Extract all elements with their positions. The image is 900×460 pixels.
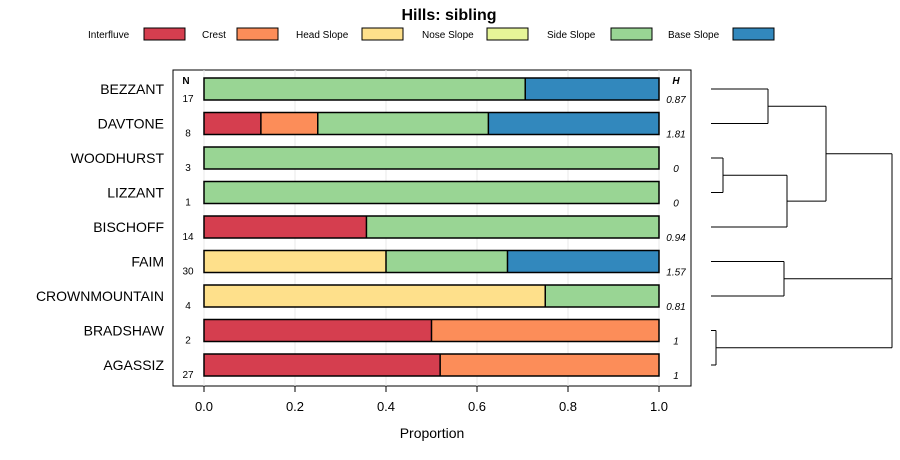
bar-outline-crownmountain [203,284,660,308]
bar-outline-davtone [203,111,660,136]
h-column-header: H [672,76,680,87]
x-tick-label-5: 1.0 [650,399,668,414]
h-value-bezzant: 0.87 [666,95,686,106]
h-value-bradshaw: 1 [673,337,679,348]
bar-faim-base-slope [507,250,659,273]
category-label-woodhurst: WOODHURST [71,150,165,166]
n-value-bischoff: 14 [182,232,194,243]
x-tick-label-4: 0.8 [559,399,577,414]
bar-crownmountain-head-slope [204,285,546,307]
bar-bradshaw-interfluve [204,319,432,342]
h-value-woodhurst: 0 [673,164,679,175]
x-tick-label-3: 0.6 [468,399,486,414]
bar-outline-faim [203,249,660,274]
h-value-crownmountain: 0.81 [666,302,685,313]
bar-outline-woodhurst [203,146,660,170]
n-value-woodhurst: 3 [185,163,191,174]
n-value-davtone: 8 [185,129,191,140]
h-value-lizzant: 0 [673,199,679,210]
legend-swatch-side-slope [610,27,653,41]
legend-label-head-slope: Head Slope [296,30,349,41]
bar-davtone-side-slope [317,112,489,135]
bar-bradshaw-crest [431,319,659,342]
h-value-agassiz: 1 [673,371,679,382]
plot-frame [172,69,692,387]
bar-lizzant-side-slope [204,181,659,204]
n-value-faim: 30 [182,267,194,278]
bar-agassiz-interfluve [204,354,441,376]
n-value-crownmountain: 4 [185,301,191,312]
category-label-agassiz: AGASSIZ [103,357,164,373]
bar-faim-head-slope [204,250,386,273]
dendrogram [711,88,893,366]
bar-woodhurst-side-slope [204,147,659,169]
x-axis-label: Proportion [400,425,465,441]
category-label-bezzant: BEZZANT [100,81,164,97]
n-value-bradshaw: 2 [185,336,191,347]
bar-outline-bradshaw [203,318,660,343]
h-value-faim: 1.57 [666,268,686,279]
category-label-bradshaw: BRADSHAW [84,323,165,339]
legend-label-side-slope: Side Slope [547,30,596,41]
bar-bezzant-base-slope [525,78,659,100]
chart-title: Hills: sibling [401,7,496,24]
legend: Interfluve Crest Head Slope Nose Slope Side … [88,27,775,41]
h-value-bischoff: 0.94 [666,233,686,244]
legend-swatch-head-slope [361,27,404,41]
bar-outline-bischoff [203,215,660,239]
category-label-bischoff: BISCHOFF [93,219,164,235]
h-value-davtone: 1.81 [666,130,685,141]
legend-label-nose-slope: Nose Slope [422,30,474,41]
bars-layer [203,77,660,377]
legend-swatch-base-slope [732,27,775,41]
bar-davtone-interfluve [204,112,261,135]
legend-label-interfluve: Interfluve [88,30,130,41]
x-axis: 0.0 0.2 0.4 0.6 0.8 1.0 [195,386,668,414]
bar-outline-bezzant [203,77,660,101]
bar-bischoff-interfluve [204,216,367,238]
legend-swatch-crest [236,27,279,41]
category-label-lizzant: LIZZANT [107,185,164,201]
n-value-agassiz: 27 [182,370,194,381]
legend-swatch-nose-slope [486,27,529,41]
bar-agassiz-crest [440,354,659,376]
bar-bezzant-side-slope [204,78,526,100]
n-column-header: N [182,76,189,87]
category-label-davtone: DAVTONE [98,116,164,132]
x-tick-label-0: 0.0 [195,399,213,414]
bar-faim-side-slope [386,250,508,273]
bar-crownmountain-side-slope [545,285,659,307]
n-value-bezzant: 17 [182,94,194,105]
legend-label-crest: Crest [202,30,226,41]
bar-davtone-base-slope [488,112,659,135]
category-label-faim: FAIM [131,254,164,270]
x-tick-label-1: 0.2 [286,399,304,414]
n-value-lizzant: 1 [185,198,191,209]
bar-outline-agassiz [203,353,660,377]
legend-label-base-slope: Base Slope [668,30,720,41]
legend-swatch-interfluve [143,27,186,41]
x-tick-label-2: 0.4 [377,399,395,414]
bar-outline-lizzant [203,180,660,205]
bar-davtone-crest [260,112,318,135]
category-label-crownmountain: CROWNMOUNTAIN [36,288,164,304]
bar-bischoff-side-slope [366,216,659,238]
